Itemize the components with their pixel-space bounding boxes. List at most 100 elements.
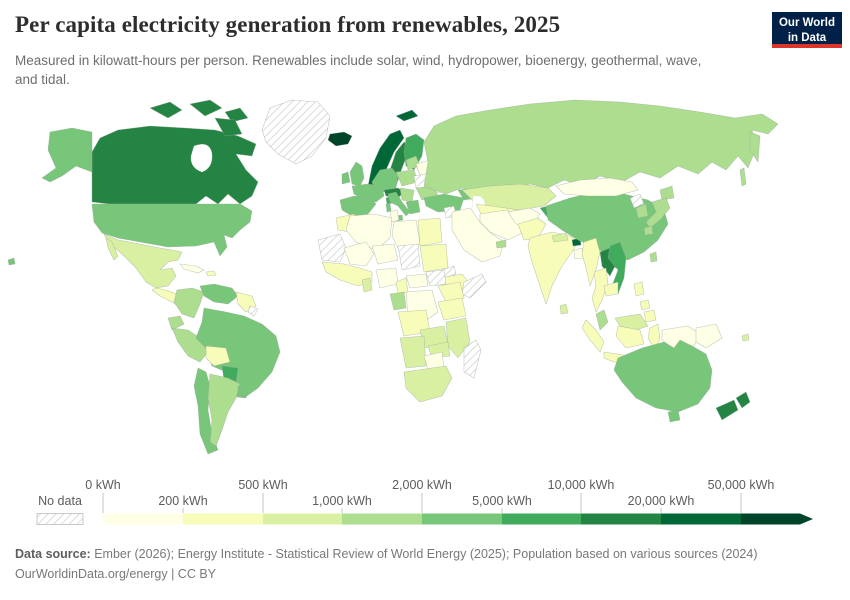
region-pakistan[interactable] <box>517 217 547 241</box>
region-iceland[interactable] <box>327 131 353 147</box>
region-uganda-kenya[interactable] <box>437 281 465 303</box>
region-italy[interactable] <box>387 191 411 217</box>
region-tasmania[interactable] <box>667 409 681 423</box>
region-new-zealand-north[interactable] <box>735 391 751 409</box>
owid-logo[interactable]: Our World in Data <box>772 12 842 48</box>
region-central-african-republic[interactable] <box>405 273 429 289</box>
region-canada-arctic[interactable] <box>189 99 223 117</box>
region-usa[interactable] <box>91 203 253 257</box>
region-mongolia[interactable] <box>555 177 639 197</box>
region-french-guiana[interactable] <box>247 305 259 317</box>
region-tanzania[interactable] <box>437 297 467 321</box>
region-myanmar[interactable] <box>581 237 601 287</box>
legend-bin-4[interactable] <box>422 513 502 525</box>
region-tunisia[interactable] <box>389 209 400 223</box>
region-niger[interactable] <box>371 243 399 265</box>
region-alaska[interactable] <box>41 127 93 183</box>
region-namibia[interactable] <box>399 335 427 369</box>
region-middle-east[interactable] <box>451 207 505 263</box>
region-philippines-mindanao[interactable] <box>643 309 657 323</box>
legend-label-200: 200 kWh <box>158 494 207 508</box>
region-colombia[interactable] <box>173 287 205 319</box>
region-borneo-malaysia[interactable] <box>614 313 649 331</box>
region-north-korea[interactable] <box>629 193 645 209</box>
region-japan-honshu[interactable] <box>645 197 671 229</box>
region-papua-indonesia[interactable] <box>661 325 701 349</box>
legend-bin-6[interactable] <box>581 513 661 525</box>
region-iberia[interactable] <box>339 195 377 217</box>
region-mexico[interactable] <box>103 233 183 289</box>
legend-bin-7[interactable] <box>661 513 741 525</box>
region-gabon-congo[interactable] <box>389 291 407 311</box>
region-fiji[interactable] <box>741 333 750 342</box>
owid-link[interactable]: OurWorldinData.org/energy | CC BY <box>15 567 217 581</box>
region-hispaniola[interactable] <box>205 270 217 277</box>
region-thailand[interactable] <box>591 267 609 313</box>
region-brazil[interactable] <box>195 307 281 399</box>
region-peru[interactable] <box>171 327 209 363</box>
region-egypt[interactable] <box>417 217 443 247</box>
region-south-sudan[interactable] <box>425 269 447 287</box>
region-sakhalin[interactable] <box>739 167 747 187</box>
region-mali[interactable] <box>343 241 375 267</box>
region-venezuela[interactable] <box>199 283 239 305</box>
region-canada-arctic[interactable] <box>224 107 249 123</box>
region-new-zealand-south[interactable] <box>715 399 739 421</box>
region-baja[interactable] <box>105 237 119 261</box>
region-uae[interactable] <box>495 239 507 249</box>
region-argentina[interactable] <box>207 373 241 447</box>
region-west-africa[interactable] <box>321 261 373 287</box>
region-ghana[interactable] <box>361 277 373 293</box>
region-canada-arctic[interactable] <box>149 101 183 119</box>
region-papua-new-guinea[interactable] <box>695 323 723 349</box>
region-philippines-luzon[interactable] <box>633 281 645 297</box>
region-canada[interactable] <box>91 125 259 205</box>
legend-bin-8[interactable] <box>741 513 800 525</box>
legend-no-data-swatch[interactable] <box>36 513 84 525</box>
legend-bin-1[interactable] <box>183 513 263 525</box>
region-sudan[interactable] <box>419 243 449 273</box>
region-australia[interactable] <box>613 339 713 413</box>
region-canada-baffin[interactable] <box>214 117 243 137</box>
legend-bin-2[interactable] <box>263 513 342 525</box>
region-uruguay[interactable] <box>237 385 249 399</box>
region-somalia[interactable] <box>461 273 487 299</box>
region-nigeria[interactable] <box>375 267 399 289</box>
region-cambodia[interactable] <box>603 281 619 297</box>
region-japan-hokkaido[interactable] <box>659 185 675 201</box>
region-sri-lanka[interactable] <box>559 303 569 315</box>
legend-bin-3[interactable] <box>342 513 422 525</box>
region-taiwan[interactable] <box>649 251 658 263</box>
region-hawaii[interactable] <box>7 257 16 266</box>
region-greece[interactable] <box>405 199 421 215</box>
region-kamchatka[interactable] <box>749 131 761 163</box>
region-germany[interactable] <box>371 167 399 193</box>
region-bangladesh[interactable] <box>573 247 584 260</box>
region-chile[interactable] <box>193 367 219 455</box>
region-madagascar[interactable] <box>463 339 482 379</box>
region-balkans[interactable] <box>399 187 415 203</box>
region-svalbard[interactable] <box>395 109 419 122</box>
region-chad[interactable] <box>397 243 421 271</box>
legend-bin-0[interactable] <box>103 513 183 525</box>
legend-bin-5[interactable] <box>502 513 581 525</box>
region-malaysia[interactable] <box>595 309 609 331</box>
region-greenland[interactable] <box>261 99 331 165</box>
region-bolivia[interactable] <box>205 345 231 367</box>
region-western-sahara-mauritania[interactable] <box>317 233 347 263</box>
region-borneo-indonesia[interactable] <box>615 325 645 349</box>
region-south-korea[interactable] <box>635 203 649 219</box>
region-japan-kyushu[interactable] <box>643 225 654 236</box>
region-sardinia[interactable] <box>385 202 392 213</box>
region-libya[interactable] <box>391 219 421 249</box>
region-philippines-visayas[interactable] <box>639 299 651 311</box>
region-south-africa[interactable] <box>403 365 453 403</box>
region-cuba[interactable] <box>179 263 205 274</box>
region-nepal[interactable] <box>551 232 569 243</box>
region-ecuador[interactable] <box>167 315 185 331</box>
region-india[interactable] <box>527 231 579 305</box>
region-ireland[interactable] <box>341 171 351 185</box>
region-uk[interactable] <box>349 161 365 187</box>
region-algeria[interactable] <box>345 213 393 251</box>
region-sumatra[interactable] <box>581 319 605 353</box>
